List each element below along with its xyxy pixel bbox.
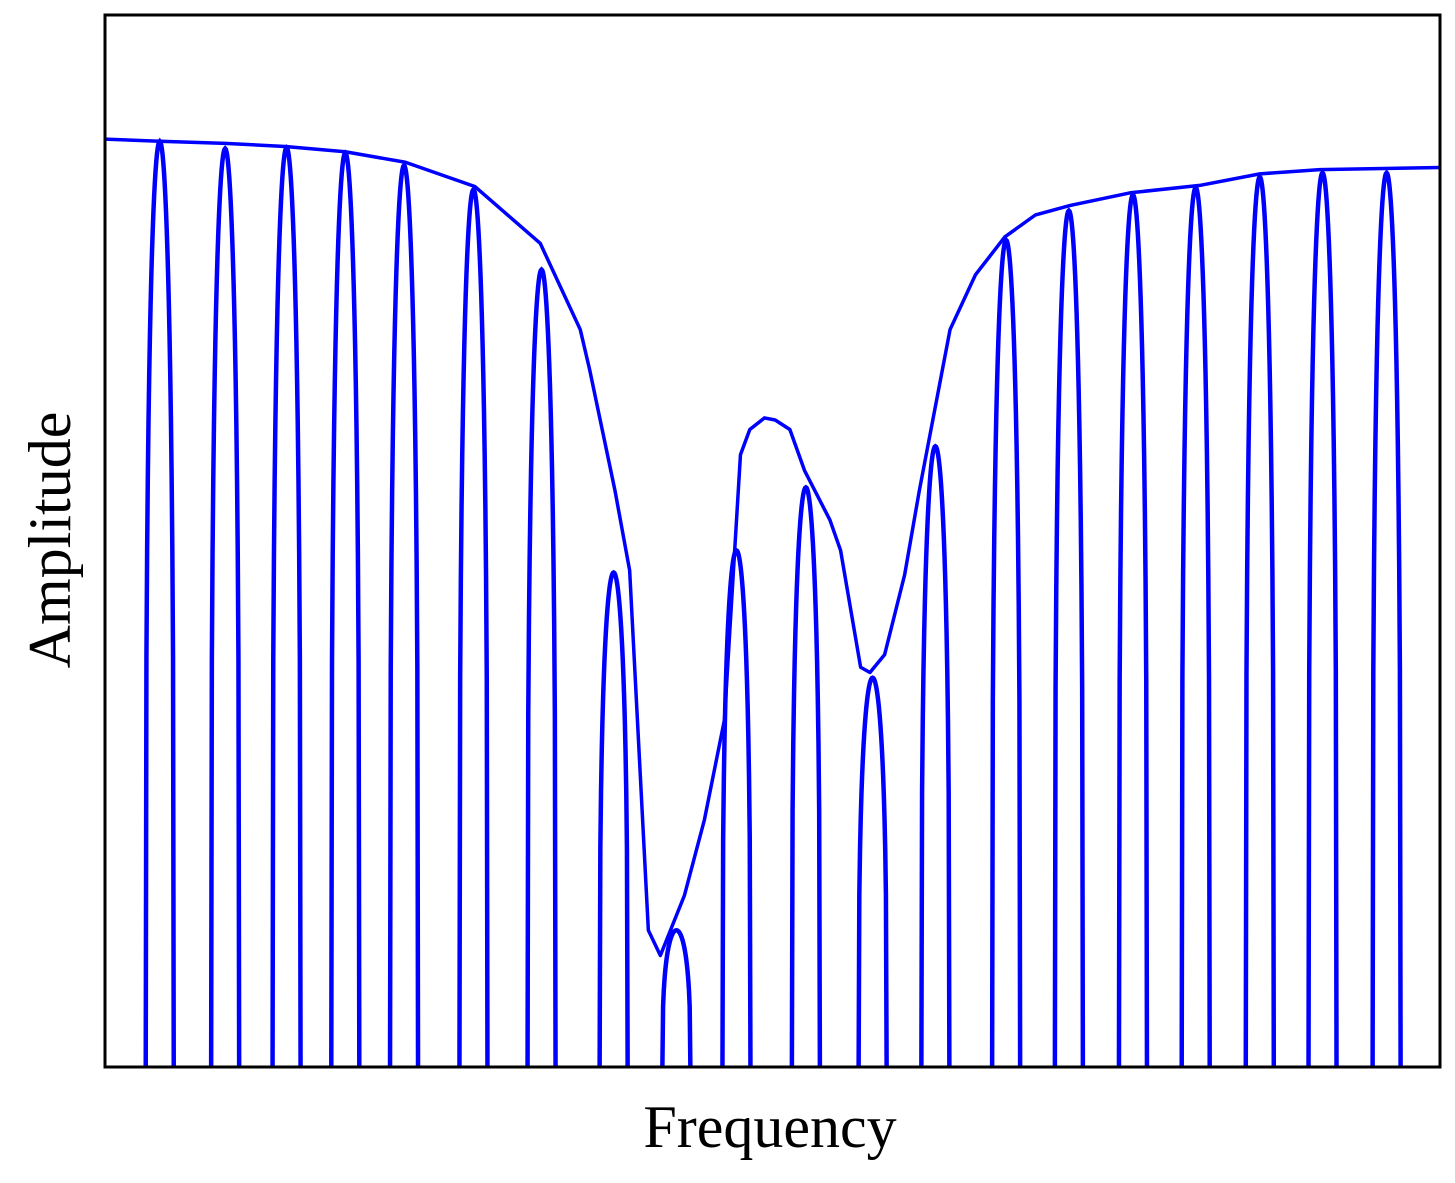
spike <box>208 145 242 1067</box>
spike <box>1370 169 1403 1067</box>
x-axis-label: Frequency <box>643 1094 896 1160</box>
spike <box>457 186 490 1067</box>
spike <box>1116 191 1150 1067</box>
spike <box>919 443 952 1067</box>
spike <box>1243 173 1277 1067</box>
spike <box>1306 169 1339 1067</box>
spike <box>856 675 889 1067</box>
spike <box>387 162 421 1067</box>
spike <box>270 144 303 1067</box>
spike <box>720 547 753 1067</box>
spike <box>1179 184 1212 1067</box>
spike <box>329 149 362 1067</box>
plot-frame <box>103 13 1442 1069</box>
y-axis-label: Amplitude <box>17 412 83 669</box>
spike <box>789 484 823 1067</box>
spike <box>597 569 630 1067</box>
spike <box>143 137 176 1067</box>
envelope-line <box>105 137 1440 958</box>
spike <box>525 266 558 1067</box>
spike <box>660 927 693 1067</box>
spike <box>989 236 1023 1067</box>
spike <box>1052 207 1086 1067</box>
